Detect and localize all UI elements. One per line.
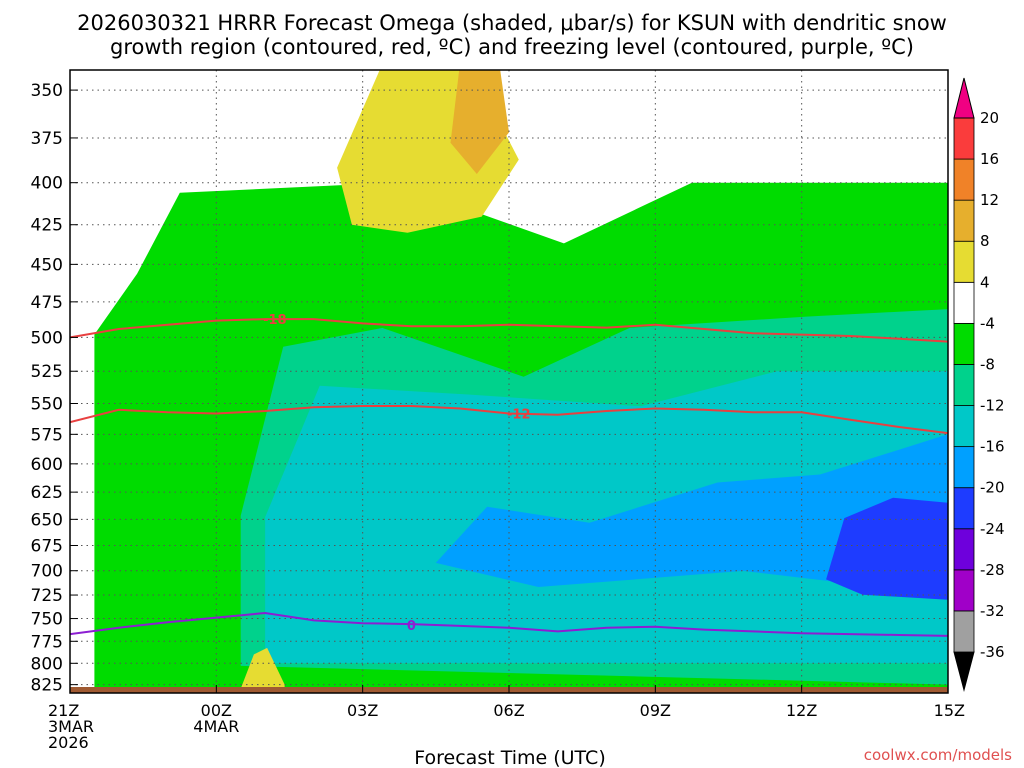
x-tick-label: 06Z <box>493 701 524 720</box>
colorbar-segment <box>953 240 975 283</box>
contour-label-0: 0 <box>407 619 416 634</box>
y-tick-label: 575 <box>31 425 63 445</box>
colorbar-label: 12 <box>980 191 999 209</box>
colorbar: -36 -32 -28 -24 -20 -16 -12 -8 -4 4 8 12 16 20 <box>953 77 1005 692</box>
colorbar-label: 16 <box>980 150 999 168</box>
colorbar-segment <box>953 405 975 448</box>
colorbar-high-cap <box>953 77 975 119</box>
colorbar-label: 4 <box>980 273 990 291</box>
chart-title-line-1: 2026030321 HRRR Forecast Omega (shaded, … <box>77 11 947 35</box>
colorbar-label: -28 <box>980 561 1005 579</box>
credit-link[interactable]: coolwx.com/models <box>864 746 1012 764</box>
colorbar-label: -12 <box>980 397 1005 415</box>
colorbar-label: -36 <box>980 643 1005 661</box>
y-tick-label: 550 <box>31 395 63 415</box>
x-tick-label: 09Z <box>640 701 671 720</box>
colorbar-label: -16 <box>980 438 1005 456</box>
colorbar-label: -8 <box>980 355 995 373</box>
omega-region-6 <box>450 70 509 174</box>
plot-area: -18 -12 0 <box>70 70 948 693</box>
y-tick-label: 425 <box>31 216 63 236</box>
y-tick-label: 725 <box>31 586 63 606</box>
x-tick-label: 03Z <box>347 701 378 720</box>
omega-region-4 <box>826 497 948 600</box>
y-tick-label: 800 <box>31 654 63 674</box>
colorbar-label: -32 <box>980 602 1005 620</box>
colorbar-label: 8 <box>980 232 990 250</box>
y-tick-label: 450 <box>31 255 63 275</box>
contours: -18 -12 0 <box>70 313 948 637</box>
colorbar-segment <box>953 569 975 612</box>
colorbar-label: -20 <box>980 479 1005 497</box>
grid <box>70 70 948 693</box>
x-tick-label: 12Z <box>786 701 817 720</box>
omega-region-7 <box>240 647 285 689</box>
y-tick-label: 400 <box>31 174 63 194</box>
y-tick-label: 700 <box>31 562 63 582</box>
y-tick-label: 750 <box>31 610 63 630</box>
contour-0 <box>70 611 948 637</box>
x-tick-label: 4MAR <box>193 717 239 736</box>
y-tick-label: 350 <box>31 81 63 101</box>
y-tick-label: 625 <box>31 483 63 503</box>
contour--12 <box>70 405 948 435</box>
omega-region-2 <box>265 371 948 664</box>
y-tick-label: 825 <box>31 676 63 696</box>
y-tick-label: 600 <box>31 455 63 475</box>
y-tick-label: 775 <box>31 632 63 652</box>
x-axis-label: Forecast Time (UTC) <box>414 747 605 768</box>
colorbar-label: 20 <box>980 109 999 127</box>
y-tick-label: 525 <box>31 362 63 382</box>
x-tick-label: 00Z <box>201 701 232 720</box>
x-tick-label: 3MAR <box>48 717 94 736</box>
contour-label--12: -12 <box>507 408 531 423</box>
y-tick-label: 675 <box>31 537 63 557</box>
colorbar-segment <box>953 199 975 242</box>
colorbar-segment <box>953 117 975 160</box>
omega-region-3 <box>435 434 948 596</box>
colorbar-segment <box>953 487 975 530</box>
x-tick-label: 21Z <box>48 701 79 720</box>
y-tick-label: 650 <box>31 510 63 530</box>
colorbar-segment <box>953 281 975 324</box>
omega-shading <box>94 70 948 689</box>
y-tick-label: 475 <box>31 293 63 313</box>
y-axis: 350 375 400 425 450 475 500 525 550 575 600 625 650 6… <box>31 81 78 696</box>
colorbar-segment <box>953 158 975 201</box>
y-tick-label: 375 <box>31 129 63 149</box>
colorbar-segment <box>953 322 975 365</box>
colorbar-segment <box>953 446 975 489</box>
y-tick-label: 500 <box>31 328 63 348</box>
x-tick-label: 15Z <box>934 701 965 720</box>
x-tick-label: 2026 <box>48 733 89 752</box>
contour--18 <box>70 318 948 343</box>
colorbar-segment <box>953 610 975 653</box>
colorbar-label: -24 <box>980 520 1005 538</box>
chart-title-line-2: growth region (contoured, red, ºC) and f… <box>110 35 914 59</box>
contour-label--18: -18 <box>263 313 287 328</box>
colorbar-segment <box>953 528 975 571</box>
colorbar-segment <box>953 364 975 406</box>
colorbar-low-cap <box>953 651 975 692</box>
colorbar-label: -4 <box>980 314 995 332</box>
